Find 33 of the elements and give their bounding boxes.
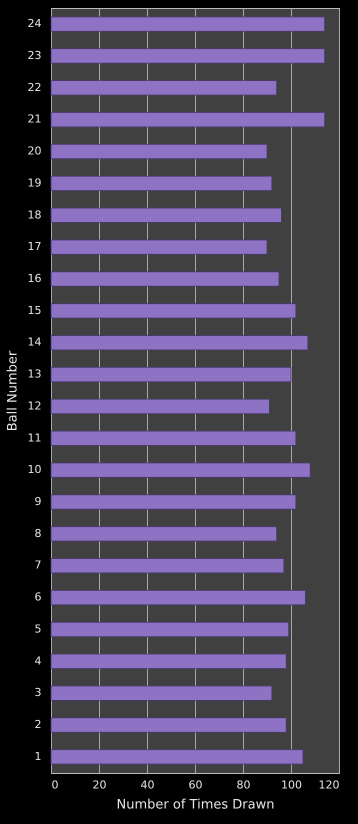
y-tick-label: 3 [34, 686, 42, 700]
y-tick-label: 13 [28, 368, 42, 381]
y-tick-label: 7 [34, 558, 42, 572]
y-tick-label: 14 [28, 336, 42, 349]
y-tick-label: 22 [28, 80, 42, 94]
x-tick-label: 60 [188, 778, 202, 792]
y-tick-label: 17 [28, 240, 42, 254]
y-tick-label: 2 [34, 718, 42, 732]
y-tick-label: 11 [28, 431, 42, 444]
y-axis-title: Ball Number [6, 350, 21, 432]
y-tick-label: 5 [34, 622, 42, 636]
x-tick-label: 40 [140, 778, 154, 792]
y-tick-label: 1 [34, 750, 42, 763]
x-axis-title: Number of Times Drawn [116, 798, 274, 812]
y-tick-label: 18 [28, 208, 42, 222]
y-tick-label: 21 [28, 112, 42, 126]
y-tick-label: 19 [28, 176, 42, 190]
y-tick-label: 12 [28, 399, 42, 412]
y-tick-label: 16 [28, 272, 42, 285]
x-tick-label: 80 [236, 778, 250, 792]
y-tick-label: 15 [28, 304, 42, 317]
x-tick-label: 120 [318, 778, 340, 792]
y-tick-label: 20 [28, 144, 42, 158]
x-tick-label: 100 [281, 778, 302, 792]
x-tick-label: 20 [92, 778, 106, 792]
y-tick-label: 9 [34, 495, 42, 508]
y-tick-label: 24 [28, 17, 42, 30]
y-tick-label: 10 [28, 463, 42, 476]
y-tick-label: 6 [34, 590, 42, 604]
y-tick-label: 23 [28, 48, 42, 62]
x-tick-label: 0 [52, 778, 58, 792]
y-tick-label: 4 [34, 654, 42, 668]
y-tick-label: 8 [34, 526, 42, 540]
